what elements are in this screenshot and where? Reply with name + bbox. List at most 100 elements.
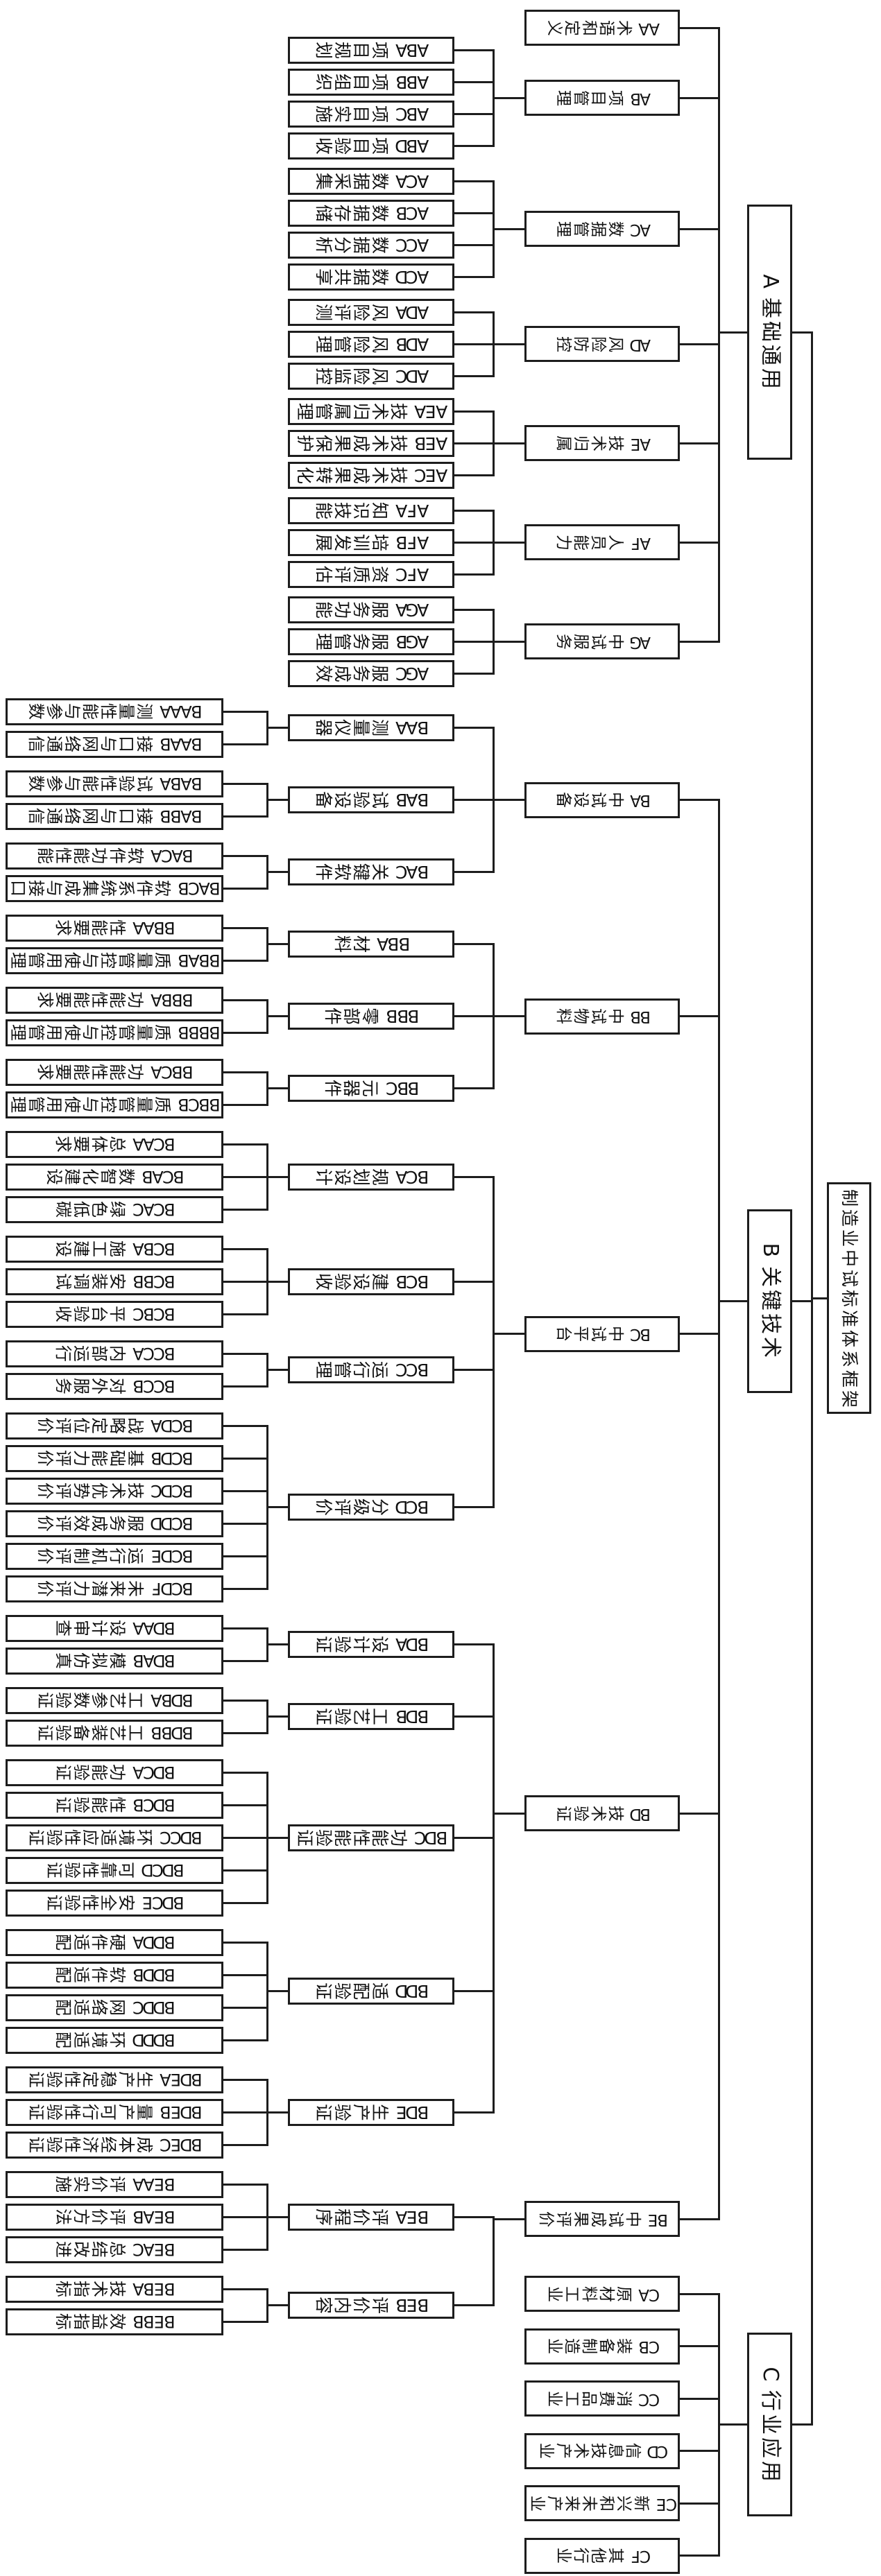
connector-hline	[680, 2345, 719, 2347]
connector-hline	[493, 1015, 524, 1017]
connector-hline	[454, 799, 493, 801]
node-box-B: B 关键技术	[747, 1209, 792, 1393]
connector-hline	[493, 2218, 524, 2220]
node-label-制造业中试标准体系框架: 制造业中试标准体系框架	[839, 1188, 859, 1408]
connector-hline	[680, 2555, 719, 2557]
connector-hline	[454, 1175, 493, 1178]
connector-hline	[267, 2215, 288, 2218]
connector-hline	[454, 672, 493, 675]
connector-hline	[680, 96, 719, 99]
connector-hline	[223, 959, 267, 962]
node-box-制造业中试标准体系框架: 制造业中试标准体系框架	[827, 1182, 871, 1414]
connector-vline	[266, 1143, 268, 1211]
connector-hline	[223, 1424, 267, 1427]
connector-vline	[266, 1071, 268, 1106]
connector-hline	[454, 727, 493, 729]
connector-hline	[680, 2218, 719, 2220]
connector-vline	[266, 710, 268, 745]
connector-hline	[454, 871, 493, 873]
connector-vline	[492, 2215, 495, 2306]
connector-hline	[223, 2248, 267, 2251]
connector-hline	[493, 640, 524, 643]
connector-hline	[223, 1941, 267, 1944]
connector-vline	[266, 854, 268, 890]
node-label-C: C 行业应用	[758, 2367, 782, 2482]
connector-vline	[266, 1699, 268, 1734]
connector-hline	[454, 374, 493, 377]
connector-hline	[223, 1627, 267, 1630]
connector-hline	[223, 1071, 267, 1073]
connector-hline	[454, 1506, 493, 1508]
connector-hline	[223, 782, 267, 785]
connector-vline	[717, 2292, 720, 2557]
connector-vline	[492, 410, 495, 476]
connector-hline	[223, 1352, 267, 1355]
connector-hline	[223, 1699, 267, 1702]
connector-hline	[719, 2423, 747, 2426]
connector-vline	[717, 26, 720, 643]
connector-hline	[680, 227, 719, 230]
node-box-C: C 行业应用	[747, 2333, 792, 2517]
connector-hline	[223, 1103, 267, 1106]
connector-vline	[266, 999, 268, 1034]
connector-vline	[492, 943, 495, 1089]
connector-hline	[493, 227, 524, 230]
connector-hline	[680, 1015, 719, 1017]
connector-vline	[266, 2183, 268, 2251]
connector-hline	[454, 49, 493, 51]
connector-hline	[454, 640, 493, 643]
connector-hline	[454, 943, 493, 945]
connector-hline	[223, 926, 267, 929]
